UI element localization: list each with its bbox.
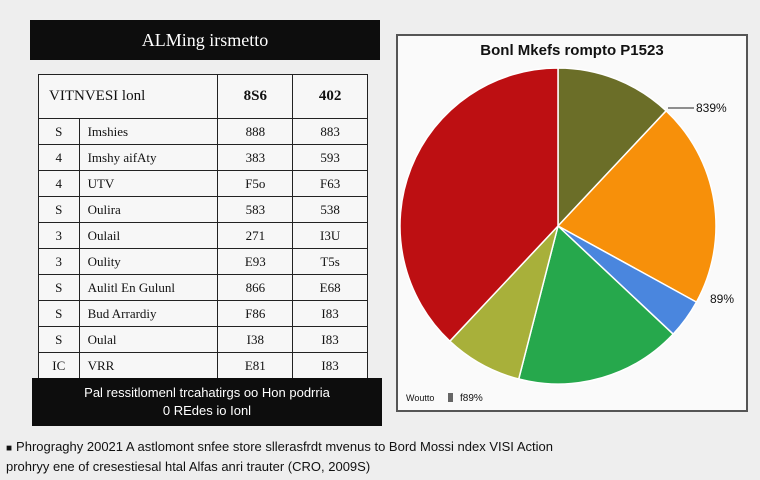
pie-chart-panel: Bonl Mkefs rompto P1523 839% 89% Woutto f89… — [396, 34, 748, 412]
row-value-2: 593 — [292, 144, 368, 171]
row-value-2: F63 — [292, 170, 368, 197]
row-value-1: 383 — [217, 144, 294, 171]
table-row: IC VRR E81 I83 — [38, 352, 368, 379]
slice-annotation-2: 89% — [710, 292, 734, 306]
footer-note: ■ Phrograghy 20021 A astlomont snfee stor… — [6, 438, 756, 476]
table-row: S Imshies 888 883 — [38, 118, 368, 145]
row-number: S — [38, 274, 80, 301]
row-number: S — [38, 326, 80, 353]
slice-annotation-1: 839% — [696, 101, 727, 115]
row-value-1: F5o — [217, 170, 294, 197]
table-row: 4 Imshy aifAty 383 593 — [38, 144, 368, 171]
row-value-1: E81 — [217, 352, 294, 379]
table-row: S Oulal I38 I83 — [38, 326, 368, 353]
row-value-1: E93 — [217, 248, 294, 275]
row-number: 4 — [38, 144, 80, 171]
row-name: VRR — [78, 352, 219, 379]
table-row: S Aulitl En Gulunl 866 E68 — [38, 274, 368, 301]
row-name: Bud Arrardiy — [78, 300, 219, 327]
row-value-2: 883 — [292, 118, 368, 145]
row-value-2: I3U — [292, 222, 368, 249]
row-number: 3 — [38, 222, 80, 249]
row-number: S — [38, 300, 80, 327]
row-name: Imshy aifAty — [78, 144, 219, 171]
legend-label: Woutto — [406, 393, 434, 403]
table-row: S Bud Arrardiy F86 I83 — [38, 300, 368, 327]
row-value-1: 888 — [217, 118, 294, 145]
row-value-1: I38 — [217, 326, 294, 353]
pie-slice-2 — [556, 109, 717, 304]
row-value-2: I83 — [292, 300, 368, 327]
row-name: Oulity — [78, 248, 219, 275]
row-name: Oulail — [78, 222, 219, 249]
row-name: Aulitl En Gulunl — [78, 274, 219, 301]
row-value-1: 271 — [217, 222, 294, 249]
table-note-line2: 0 REdes io Ionl — [162, 403, 252, 418]
table-row: 3 Oulity E93 T5s — [38, 248, 368, 275]
row-name: Oulira — [78, 196, 219, 223]
row-value-2: E68 — [292, 274, 368, 301]
table-header-col1: 8S6 — [217, 74, 294, 119]
row-value-2: T5s — [292, 248, 368, 275]
row-name: Oulal — [78, 326, 219, 353]
data-table: VITNVESI lonl 8S6 402 S Imshies 888 883 4 Ims… — [37, 74, 368, 379]
row-number: S — [38, 196, 80, 223]
row-value-2: 538 — [292, 196, 368, 223]
row-name: UTV — [78, 170, 219, 197]
table-row: 3 Oulail 271 I3U — [38, 222, 368, 249]
row-number: IC — [38, 352, 80, 379]
table-note-line1: Pal ressitlomenl trcahatirgs oo Hon podr… — [84, 385, 330, 400]
legend-value: f89% — [460, 393, 483, 404]
row-number: S — [38, 118, 80, 145]
table-note: Pal ressitlomenl trcahatirgs oo Hon podr… — [32, 378, 382, 426]
pie-chart: 839% 89% Woutto f89% — [399, 67, 734, 404]
legend-swatch — [448, 393, 453, 402]
pie-slice-6 — [399, 67, 559, 343]
row-number: 4 — [38, 170, 80, 197]
row-name: Imshies — [78, 118, 219, 145]
chart-title: Bonl Mkefs rompto P1523 — [480, 42, 664, 59]
row-value-2: I83 — [292, 326, 368, 353]
table-header-col2: 402 — [292, 74, 368, 119]
pie-slice-1 — [557, 67, 668, 228]
row-value-1: 866 — [217, 274, 294, 301]
footer-line1-text: Phrograghy 20021 A astlomont snfee store… — [16, 439, 553, 454]
table-row: 4 UTV F5o F63 — [38, 170, 368, 197]
table-row: S Oulira 583 538 — [38, 196, 368, 223]
bullet-icon: ■ — [6, 443, 13, 454]
table-title: ALMing irsmetto — [30, 20, 380, 60]
pie-slice-4 — [517, 224, 675, 385]
footer-line1: ■ Phrograghy 20021 A astlomont snfee stor… — [6, 438, 756, 458]
row-number: 3 — [38, 248, 80, 275]
row-value-2: I83 — [292, 352, 368, 379]
table-header-label: VITNVESI lonl — [37, 74, 219, 119]
row-value-1: F86 — [217, 300, 294, 327]
table-body: S Imshies 888 883 4 Imshy aifAty 383 593 4 UTV F5o… — [38, 118, 368, 379]
table-header-row: VITNVESI lonl 8S6 402 — [37, 74, 368, 119]
row-value-1: 583 — [217, 196, 294, 223]
footer-line2: prohryy ene of cresestiesal htal Alfas a… — [6, 459, 371, 474]
